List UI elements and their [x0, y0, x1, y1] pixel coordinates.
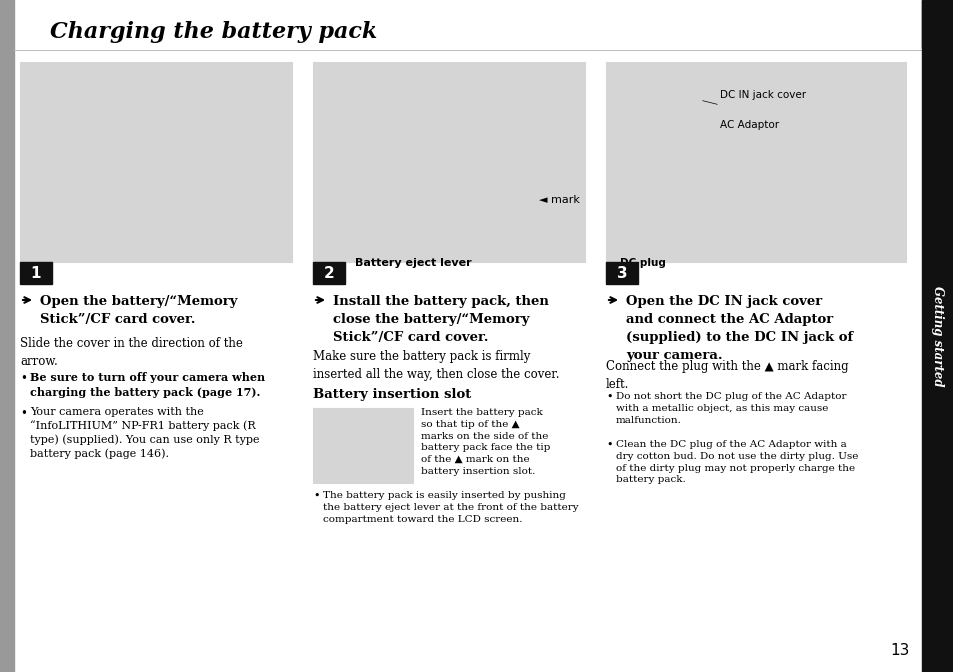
Text: 2: 2: [323, 265, 334, 280]
Bar: [605, 262, 638, 284]
Text: •: •: [605, 392, 612, 402]
Text: AC Adaptor: AC Adaptor: [720, 120, 779, 130]
Text: •: •: [605, 440, 612, 450]
Text: Make sure the battery pack is firmly
inserted all the way, then close the cover.: Make sure the battery pack is firmly ins…: [313, 350, 558, 381]
Text: 3: 3: [616, 265, 627, 280]
Text: Getting started: Getting started: [930, 286, 943, 386]
Text: ◄ mark: ◄ mark: [538, 195, 579, 205]
Text: Clean the DC plug of the AC Adaptor with a
dry cotton bud. Do not use the dirty : Clean the DC plug of the AC Adaptor with…: [616, 440, 858, 485]
Text: Do not short the DC plug of the AC Adaptor
with a metallic object, as this may c: Do not short the DC plug of the AC Adapt…: [616, 392, 845, 425]
Text: Connect the plug with the ▲ mark facing
left.: Connect the plug with the ▲ mark facing …: [605, 360, 848, 391]
Text: Open the DC IN jack cover
and connect the AC Adaptor
(supplied) to the DC IN jac: Open the DC IN jack cover and connect th…: [625, 295, 852, 362]
Text: Your camera operates with the
“InfoLITHIUM” NP-FR1 battery pack (R
type) (suppli: Your camera operates with the “InfoLITHI…: [30, 407, 259, 459]
Text: •: •: [20, 407, 27, 420]
Text: DC IN jack cover: DC IN jack cover: [720, 90, 805, 100]
Text: Be sure to turn off your camera when
charging the battery pack (page 17).: Be sure to turn off your camera when cha…: [30, 372, 265, 398]
Text: 1: 1: [30, 265, 41, 280]
Bar: [921, 0, 953, 48]
Bar: [605, 62, 905, 262]
Bar: [313, 408, 413, 483]
Text: •: •: [313, 491, 319, 501]
Text: Open the battery/“Memory
Stick”/CF card cover.: Open the battery/“Memory Stick”/CF card …: [40, 295, 237, 326]
Text: DC plug: DC plug: [619, 258, 665, 268]
Text: The battery pack is easily inserted by pushing
the battery eject lever at the fr: The battery pack is easily inserted by p…: [323, 491, 578, 523]
Text: Charging the battery pack: Charging the battery pack: [50, 21, 376, 43]
Text: Battery insertion slot: Battery insertion slot: [313, 388, 471, 401]
Text: Insert the battery pack
so that tip of the ▲
marks on the side of the
battery pa: Insert the battery pack so that tip of t…: [420, 408, 550, 476]
Bar: [313, 62, 584, 262]
Bar: [313, 262, 345, 284]
Bar: [921, 0, 953, 672]
Bar: [20, 262, 52, 284]
Text: Slide the cover in the direction of the
arrow.: Slide the cover in the direction of the …: [20, 337, 243, 368]
Bar: [0, 0, 14, 672]
Text: 13: 13: [890, 643, 909, 658]
Bar: [20, 62, 292, 262]
Text: Battery eject lever: Battery eject lever: [355, 258, 471, 268]
Text: Install the battery pack, then
close the battery/“Memory
Stick”/CF card cover.: Install the battery pack, then close the…: [333, 295, 548, 344]
Text: •: •: [20, 372, 27, 385]
